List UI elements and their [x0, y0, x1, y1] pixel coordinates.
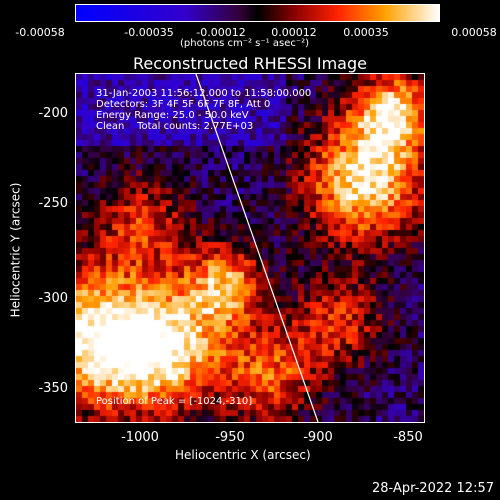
colorbar-tick: -0.00058: [15, 26, 65, 39]
colorbar-tick: 0.00012: [271, 26, 317, 39]
colorbar-tick: -0.00012: [196, 26, 246, 39]
colorbar-unit: (photons cm⁻² s⁻¹ asec⁻²): [180, 38, 310, 49]
y-axis-title: Heliocentric Y (arcsec): [8, 182, 23, 318]
rhessi-image: [76, 74, 424, 422]
x-tick: -850: [393, 430, 423, 445]
colorbar-tick: -0.00035: [124, 26, 174, 39]
colorbar-tick: 0.00058: [451, 26, 497, 39]
y-tick: -250: [38, 196, 68, 211]
y-tick: -200: [38, 106, 68, 121]
x-tick: -900: [303, 430, 333, 445]
x-axis-title: Heliocentric X (arcsec): [175, 448, 311, 462]
image-plot: 31-Jan-2003 11:56:12.000 to 11:58:00.000…: [75, 73, 425, 423]
colorbar-tick: 0.00035: [343, 26, 389, 39]
timestamp: 28-Apr-2022 12:57: [372, 481, 494, 496]
y-tick: -350: [38, 381, 68, 396]
peak-position: Position of Peak = [-1024,-310]: [96, 396, 253, 407]
energy-range: Energy Range: 25.0 - 50.0 keV: [96, 110, 249, 121]
time-range: 31-Jan-2003 11:56:12.000 to 11:58:00.000: [96, 88, 312, 99]
x-tick: -1000: [121, 430, 159, 445]
y-tick: -300: [38, 291, 68, 306]
colorbar: [75, 4, 440, 22]
x-tick: -950: [215, 430, 245, 445]
limb-line: [195, 74, 319, 422]
plot-title: Reconstructed RHESSI Image: [133, 54, 367, 73]
detectors: Detectors: 3F 4F 5F 6F 7F 8F, Att 0: [96, 99, 271, 110]
clean-counts: Clean Total counts: 2.77E+03: [96, 121, 254, 132]
